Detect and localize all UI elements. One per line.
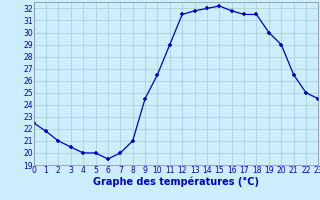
- X-axis label: Graphe des températures (°C): Graphe des températures (°C): [93, 176, 259, 187]
